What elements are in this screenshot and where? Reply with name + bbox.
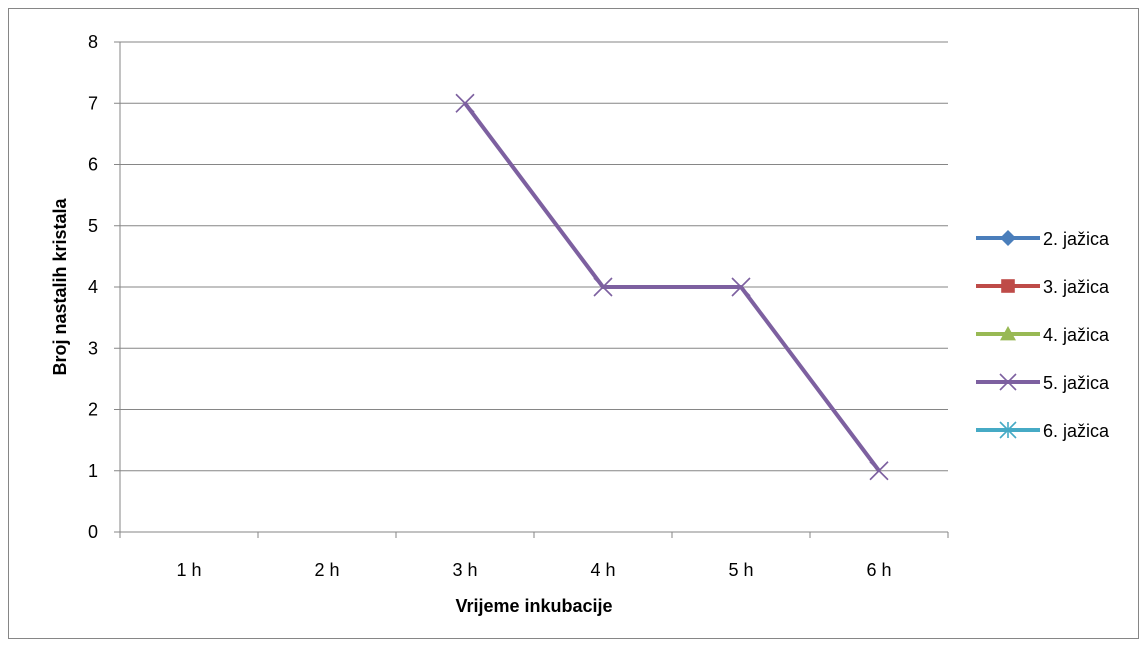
x-tick-label: 5 h [728, 560, 753, 580]
legend-marker [1000, 230, 1016, 246]
legend-label: 3. jažica [1043, 277, 1110, 297]
legend-marker [999, 421, 1017, 439]
x-tick-label: 3 h [452, 560, 477, 580]
y-tick-label: 2 [88, 400, 98, 420]
data-point [593, 277, 613, 297]
y-tick-label: 0 [88, 522, 98, 542]
x-tick-label: 6 h [866, 560, 891, 580]
y-tick-label: 7 [88, 93, 98, 113]
x-tick-label: 1 h [176, 560, 201, 580]
legend-marker [1001, 279, 1015, 293]
y-tick-label: 5 [88, 216, 98, 236]
legend-label: 2. jažica [1043, 229, 1110, 249]
y-tick-label: 1 [88, 461, 98, 481]
chart-frame [8, 8, 1139, 639]
legend-label: 5. jažica [1043, 373, 1110, 393]
legend-marker [1000, 326, 1016, 341]
y-tick-label: 3 [88, 338, 98, 358]
y-tick-label: 8 [88, 32, 98, 52]
x-tick-label: 4 h [590, 560, 615, 580]
legend-marker [999, 373, 1017, 391]
series-line-4 [463, 102, 881, 472]
y-tick-label: 6 [88, 155, 98, 175]
x-tick-label: 2 h [314, 560, 339, 580]
legend-label: 4. jažica [1043, 325, 1110, 345]
x-axis-title: Vrijeme inkubacije [455, 596, 612, 616]
data-point [731, 277, 751, 297]
y-axis-title: Broj nastalih kristala [50, 197, 70, 375]
legend-label: 6. jažica [1043, 421, 1110, 441]
y-tick-label: 4 [88, 277, 98, 297]
data-point [869, 461, 889, 481]
data-point [455, 93, 475, 113]
